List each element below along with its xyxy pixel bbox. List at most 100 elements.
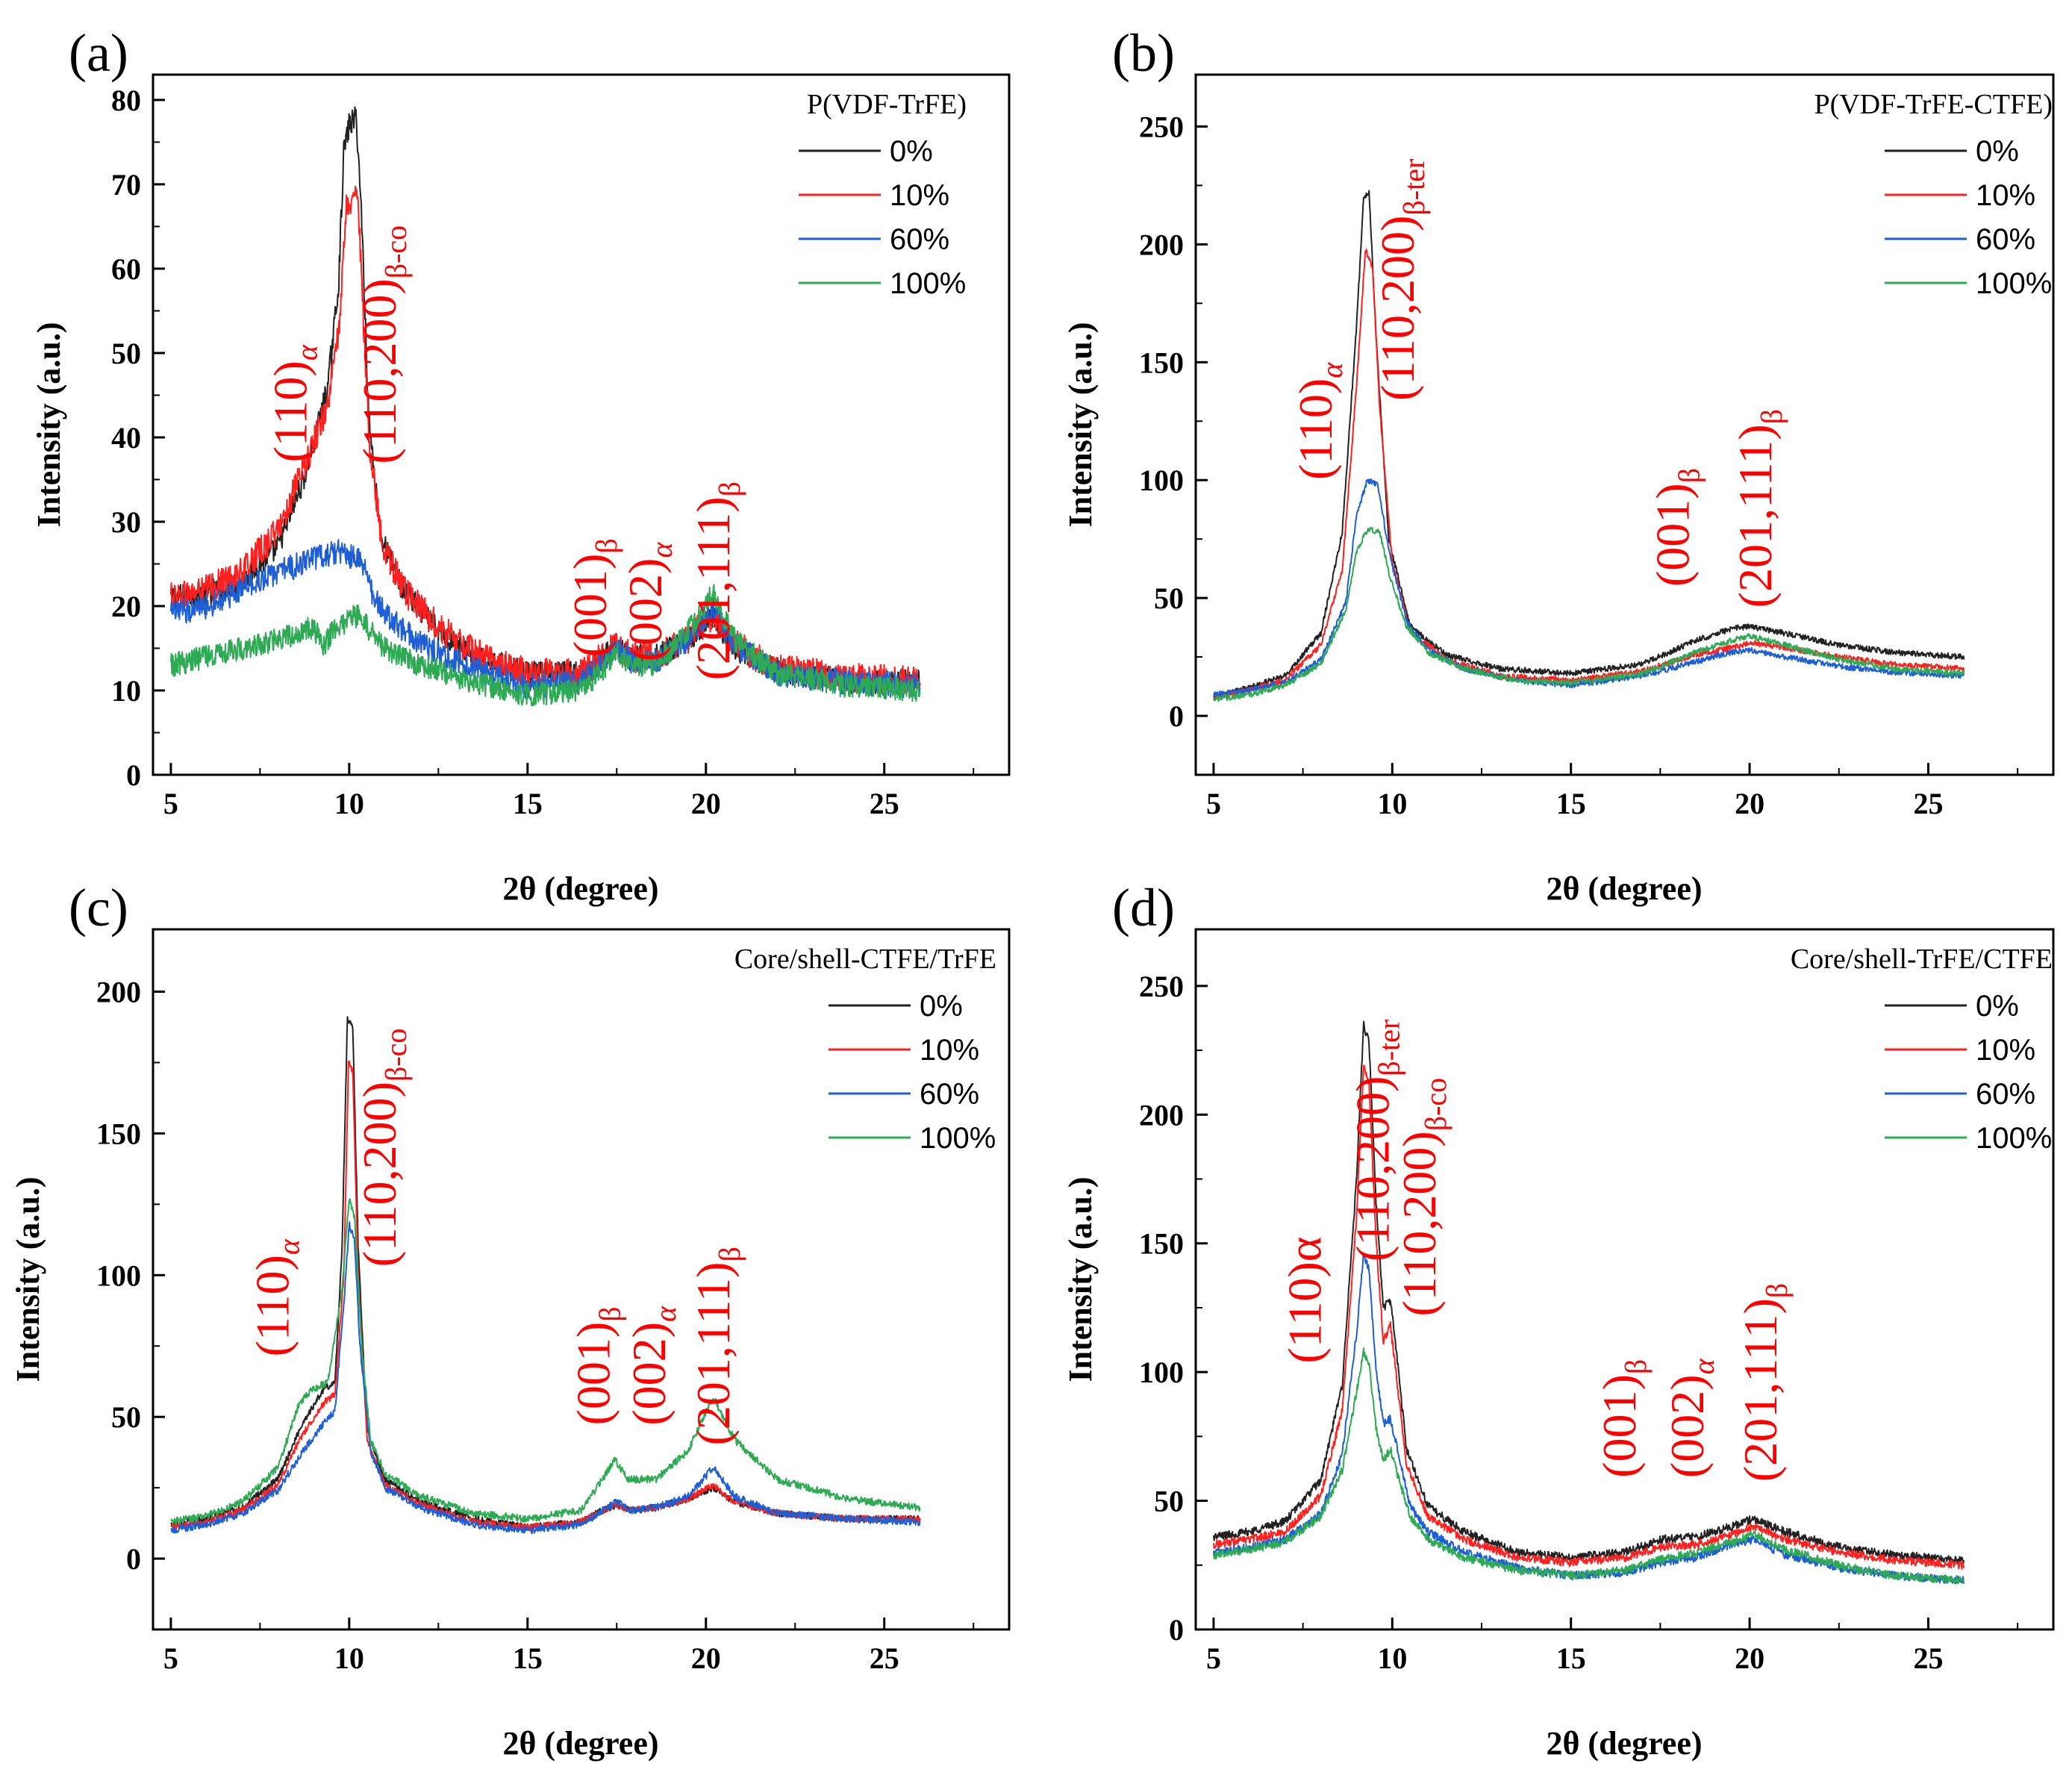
x-axis-title: 2θ (degree) (502, 870, 658, 907)
x-tick-label: 5 (163, 1641, 178, 1675)
peak-annotation: (110)α (246, 1238, 306, 1356)
series-line-100pct (1212, 527, 1965, 702)
legend-label: 0% (920, 990, 963, 1023)
panel-letter: (d) (1112, 878, 1175, 938)
legend-label: 10% (890, 179, 949, 212)
series-group (1212, 1020, 1965, 1585)
legend-label: 0% (890, 135, 933, 168)
y-tick-label: 80 (111, 84, 141, 117)
y-tick-label: 250 (1139, 970, 1184, 1003)
peak-annotation: (001)β (567, 1306, 627, 1425)
y-tick-label: 50 (1154, 581, 1184, 615)
y-tick-label: 30 (111, 505, 141, 539)
peak-annotation: (001)β (564, 538, 623, 657)
x-tick-label: 15 (513, 787, 543, 820)
series-line-0pct (1212, 190, 1965, 700)
legend-title: P(VDF-TrFE-CTFE) (1814, 89, 2053, 120)
x-tick-label: 20 (691, 1641, 721, 1675)
peak-annotation: (001)β (1647, 468, 1706, 587)
y-tick-label: 200 (96, 976, 141, 1009)
y-tick-label: 150 (1139, 1227, 1184, 1261)
legend-label: 100% (920, 1122, 996, 1155)
x-tick-label: 10 (334, 1641, 364, 1675)
plot-frame (1194, 928, 2055, 1631)
legend-label: 100% (890, 267, 966, 300)
peak-annotation: (201,111)β (687, 1247, 746, 1445)
legend-label: 60% (1976, 1078, 2035, 1111)
x-axis-title: 2θ (degree) (502, 1725, 658, 1762)
panel-c: 5 10 15 20 25 0 50 100 150 200 2θ (degree) Intensit… (10, 878, 1011, 1762)
y-tick-label: 100 (96, 1259, 141, 1292)
legend-label: 0% (1976, 990, 2019, 1023)
x-tick-label: 10 (1377, 787, 1407, 820)
x-tick-label: 10 (1377, 1641, 1407, 1675)
y-tick-label: 50 (111, 1400, 141, 1434)
peak-annotation: (110,200)β-ter (1347, 1020, 1406, 1261)
x-tick-label: 20 (1735, 787, 1764, 820)
panel-letter: (b) (1112, 23, 1175, 83)
x-tick-label: 25 (870, 787, 899, 820)
series-group (1212, 190, 1965, 702)
y-tick-label: 200 (1139, 228, 1184, 261)
x-tick-label: 5 (1206, 1641, 1221, 1675)
panel-letter: (c) (69, 878, 128, 938)
peak-annotation: (110)α (1289, 362, 1349, 480)
x-axis-title: 2θ (degree) (1546, 1725, 1702, 1762)
y-tick-label: 150 (96, 1117, 141, 1150)
peak-annotation: (002)α (1661, 1358, 1720, 1478)
x-tick-label: 5 (163, 787, 178, 820)
legend-label: 10% (1976, 1034, 2035, 1067)
panel-letter: (a) (69, 23, 128, 83)
y-tick-label: 50 (111, 337, 141, 370)
y-tick-label: 250 (1139, 110, 1184, 143)
x-tick-label: 25 (870, 1641, 899, 1675)
peak-annotation: (201,111)β (1729, 409, 1788, 608)
legend: Core/shell-CTFE/TrFE 0% 10% 60% 100% (734, 944, 996, 1155)
legend-label: 60% (1976, 223, 2035, 256)
series-group (169, 106, 921, 707)
y-tick-label: 100 (1139, 1356, 1184, 1389)
peak-annotation: (201,111)β (1734, 1283, 1794, 1482)
peak-annotation: (002)α (619, 542, 678, 662)
x-tick-label: 25 (1913, 787, 1943, 820)
y-tick-label: 0 (1169, 1613, 1184, 1647)
y-axis-title: Intensity (a.u.) (1062, 1176, 1099, 1382)
peak-annotation: (001)β (1593, 1359, 1653, 1478)
legend-label: 60% (920, 1078, 979, 1111)
y-tick-label: 100 (1139, 464, 1184, 497)
x-tick-label: 5 (1206, 787, 1221, 820)
x-tick-label: 15 (1556, 1641, 1586, 1675)
peak-annotation: (110,200)β-co (353, 1029, 413, 1267)
y-tick-label: 70 (111, 168, 141, 202)
peak-annotation: (002)α (622, 1306, 682, 1426)
x-tick-label: 10 (334, 787, 364, 820)
peak-annotation: (110)α (264, 344, 324, 462)
x-tick-label: 20 (691, 787, 721, 820)
legend-label: 10% (920, 1034, 979, 1067)
x-tick-label: 15 (1556, 787, 1586, 820)
legend-label: 60% (890, 223, 949, 256)
x-tick-label: 25 (1913, 1641, 1943, 1675)
series-line-100pct (170, 1198, 921, 1525)
y-tick-label: 10 (111, 674, 141, 708)
legend-title: P(VDF-TrFE) (807, 89, 967, 120)
y-tick-label: 150 (1139, 346, 1184, 379)
panel-a: 5 10 15 20 25 0 10 20 30 40 50 60 70 80 2θ (degree) Int… (31, 23, 1011, 907)
legend: P(VDF-TrFE-CTFE) 0% 10% 60% 100% (1814, 89, 2053, 300)
y-axis-title: Intensity (a.u.) (10, 1176, 46, 1382)
series-line-100pct (169, 584, 921, 707)
legend: Core/shell-TrFE/CTFE 0% 10% 60% 100% (1791, 944, 2053, 1155)
legend: P(VDF-TrFE) 0% 10% 60% 100% (799, 89, 967, 300)
peak-annotation: (110,200)β-co (1393, 1078, 1452, 1317)
peak-annotation: (110,200)β-ter (1371, 159, 1431, 401)
legend-label: 100% (1976, 267, 2052, 300)
series-line-0pct (1212, 1020, 1965, 1565)
peak-annotation: (110)α (1279, 1237, 1332, 1364)
x-axis-title: 2θ (degree) (1546, 870, 1702, 907)
legend-label: 100% (1976, 1122, 2052, 1155)
legend-label: 0% (1976, 135, 2019, 168)
series-group (170, 1016, 921, 1535)
legend-title: Core/shell-CTFE/TrFE (734, 944, 996, 975)
